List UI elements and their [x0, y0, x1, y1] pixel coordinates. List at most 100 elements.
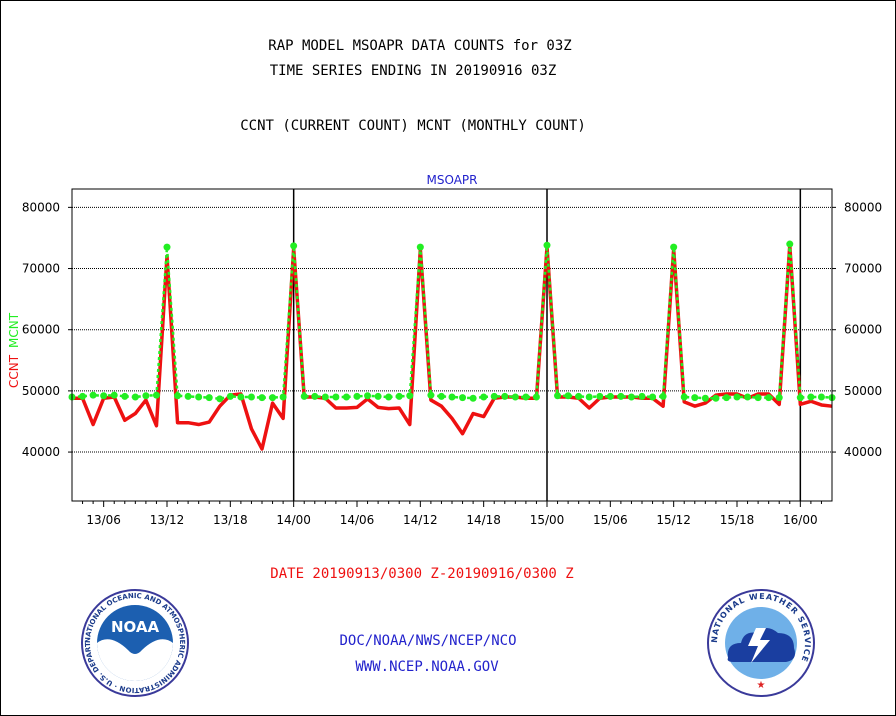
data-point-mcnt [269, 394, 277, 402]
x-tick-label: 14/18 [466, 513, 501, 527]
data-point-mcnt [796, 394, 804, 402]
data-point-mcnt [649, 393, 657, 401]
data-point-mcnt [406, 392, 414, 400]
data-point-mcnt [480, 393, 488, 401]
series-mcnt [68, 240, 836, 403]
series-line-mcnt [71, 243, 833, 401]
data-point-mcnt [522, 393, 530, 401]
org-label: DOC/NOAA/NWS/NCEP/NCO [339, 633, 517, 649]
data-point-mcnt [374, 392, 382, 400]
x-tick-label: 14/06 [340, 513, 375, 527]
data-point-mcnt [353, 392, 361, 400]
grid-lines [72, 206, 832, 453]
data-point-mcnt [395, 392, 403, 400]
data-point-mcnt [459, 394, 467, 402]
website-link[interactable]: WWW.NCEP.NOAA.GOV [355, 659, 499, 675]
y-axis-label-ccnt: CCNT [7, 354, 21, 388]
data-point-mcnt [131, 393, 139, 401]
data-point-mcnt [722, 394, 730, 402]
data-point-mcnt [744, 393, 752, 401]
axis-ticks: 40000 40000 50000 50000 60000 60000 70000 70000… [22, 200, 882, 527]
data-point-mcnt [121, 392, 129, 400]
data-point-mcnt [691, 394, 699, 402]
data-point-mcnt [332, 393, 340, 401]
x-tick-label: 16/00 [783, 513, 818, 527]
data-point-mcnt [342, 393, 350, 401]
data-point-mcnt [110, 391, 118, 399]
y-tick-label-right: 40000 [844, 445, 882, 459]
x-tick-label: 14/00 [276, 513, 311, 527]
series-ccnt [72, 243, 833, 451]
data-point-mcnt [501, 392, 509, 400]
data-point-mcnt [247, 393, 255, 401]
data-point-mcnt [606, 392, 614, 400]
data-point-mcnt [300, 392, 308, 400]
data-point-mcnt [585, 393, 593, 401]
data-point-mcnt [765, 394, 773, 402]
data-point-mcnt [311, 392, 319, 400]
data-point-mcnt [490, 392, 498, 400]
data-point-mcnt [532, 393, 540, 401]
data-point-mcnt [786, 240, 794, 248]
data-point-mcnt [596, 392, 604, 400]
y-tick-label-left: 70000 [22, 262, 60, 276]
data-point-mcnt [364, 392, 372, 400]
data-point-mcnt [659, 392, 667, 400]
data-point-mcnt [617, 392, 625, 400]
data-point-mcnt [817, 393, 825, 401]
data-point-mcnt [680, 393, 688, 401]
y-tick-label-left: 60000 [22, 323, 60, 337]
data-point-mcnt [554, 392, 562, 400]
data-point-mcnt [712, 394, 720, 402]
svg-text:★: ★ [757, 680, 766, 691]
data-point-mcnt [543, 241, 551, 249]
y-tick-label-left: 40000 [22, 445, 60, 459]
data-point-mcnt [427, 391, 435, 399]
data-point-mcnt [807, 393, 815, 401]
y-axis-label-mcnt: MCNT [7, 312, 21, 348]
nws-logo: NATIONAL WEATHER SERVICE ★ [707, 589, 815, 697]
x-tick-label: 15/18 [720, 513, 755, 527]
y-tick-label-right: 50000 [844, 384, 882, 398]
data-point-mcnt [701, 394, 709, 402]
data-point-mcnt [152, 391, 160, 399]
plot-title: MSOAPR [427, 173, 478, 187]
date-range-label: DATE 20190913/0300 Z-20190916/0300 Z [270, 566, 574, 582]
y-tick-label-right: 60000 [844, 323, 882, 337]
data-point-mcnt [205, 394, 213, 402]
series-layer [68, 240, 836, 451]
y-tick-label-left: 50000 [22, 384, 60, 398]
data-point-mcnt [163, 243, 171, 251]
y-tick-label-left: 80000 [22, 200, 60, 214]
data-point-mcnt [627, 393, 635, 401]
data-point-mcnt [575, 392, 583, 400]
data-point-mcnt [226, 392, 234, 400]
x-tick-label: 15/06 [593, 513, 628, 527]
data-point-mcnt [79, 392, 87, 400]
data-point-mcnt [564, 392, 572, 400]
data-point-mcnt [184, 392, 192, 400]
data-point-mcnt [733, 393, 741, 401]
data-point-mcnt [469, 394, 477, 402]
data-point-mcnt [511, 393, 519, 401]
noaa-logo-text: NOAA [111, 618, 160, 636]
data-point-mcnt [437, 392, 445, 400]
day-separator-lines [292, 189, 802, 501]
data-point-mcnt [195, 393, 203, 401]
data-point-mcnt [89, 391, 97, 399]
y-axis-label: CCNT MCNT [7, 312, 21, 388]
y-tick-label-right: 80000 [844, 200, 882, 214]
x-tick-label: 15/12 [656, 513, 691, 527]
x-tick-label: 13/18 [213, 513, 248, 527]
data-point-mcnt [638, 392, 646, 400]
data-point-mcnt [775, 394, 783, 402]
data-point-mcnt [279, 393, 287, 401]
data-point-mcnt [670, 243, 678, 251]
data-point-mcnt [754, 394, 762, 402]
chart-subtitle: CCNT (CURRENT COUNT) MCNT (MONTHLY COUNT… [240, 118, 586, 134]
data-point-mcnt [100, 392, 108, 400]
data-point-mcnt [385, 393, 393, 401]
plot-area [71, 188, 833, 502]
data-point-mcnt [174, 392, 182, 400]
data-point-mcnt [258, 394, 266, 402]
